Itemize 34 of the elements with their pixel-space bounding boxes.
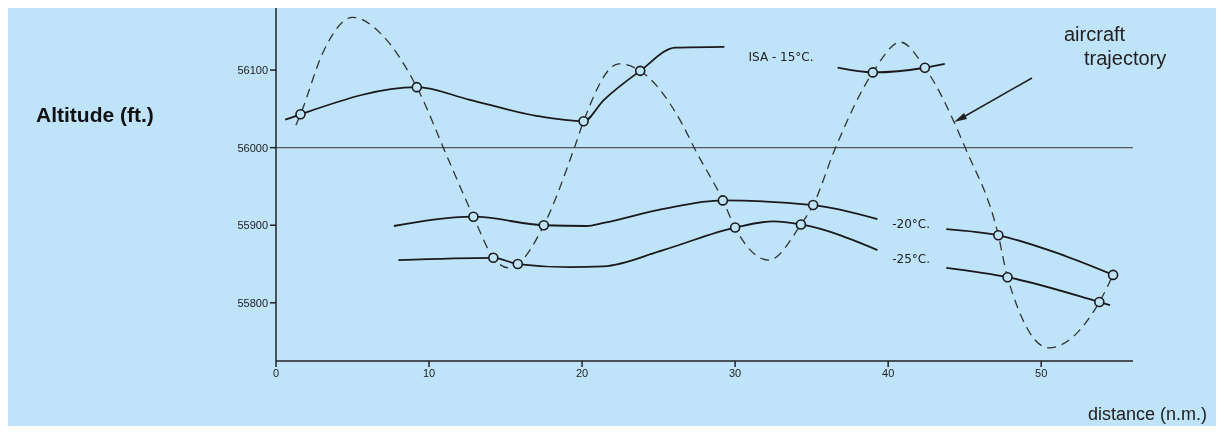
point: [468, 211, 479, 222]
series-label: -25°C.: [892, 251, 930, 266]
point: [578, 115, 589, 127]
x-axis-title: distance (n.m.): [1087, 404, 1207, 424]
annotation: aircraft trajectory: [1064, 23, 1167, 69]
point: [729, 222, 741, 233]
point: [1094, 296, 1105, 308]
point: [795, 219, 807, 230]
point: [919, 62, 931, 74]
x-tick-label: 50: [1035, 366, 1048, 379]
point: [1107, 269, 1119, 281]
x-tick-label: 30: [728, 366, 742, 379]
y-axis-title: Altitude (ft.): [36, 102, 154, 126]
point: [807, 199, 819, 211]
text: ISA - 15°C.: [748, 50, 814, 65]
x-tick-label: 0: [272, 366, 280, 379]
x-tick-label: 10: [422, 366, 436, 379]
point: [717, 195, 729, 206]
point: [538, 219, 550, 231]
point: [295, 108, 306, 120]
y-tick-label: 56100: [237, 63, 268, 76]
y-tick-label: 55800: [237, 296, 268, 309]
point: [1002, 271, 1013, 283]
x-tick-label: 40: [882, 366, 895, 379]
point: [634, 65, 646, 77]
point: [993, 230, 1004, 241]
point: [867, 67, 879, 78]
x-tick-label: 20: [575, 366, 589, 379]
y-tick-label: 55900: [237, 219, 268, 232]
series-label: -20°C.: [892, 217, 930, 232]
point: [411, 81, 423, 93]
point: [512, 258, 524, 270]
point: [488, 252, 499, 264]
y-tick-label: 56000: [237, 141, 268, 154]
